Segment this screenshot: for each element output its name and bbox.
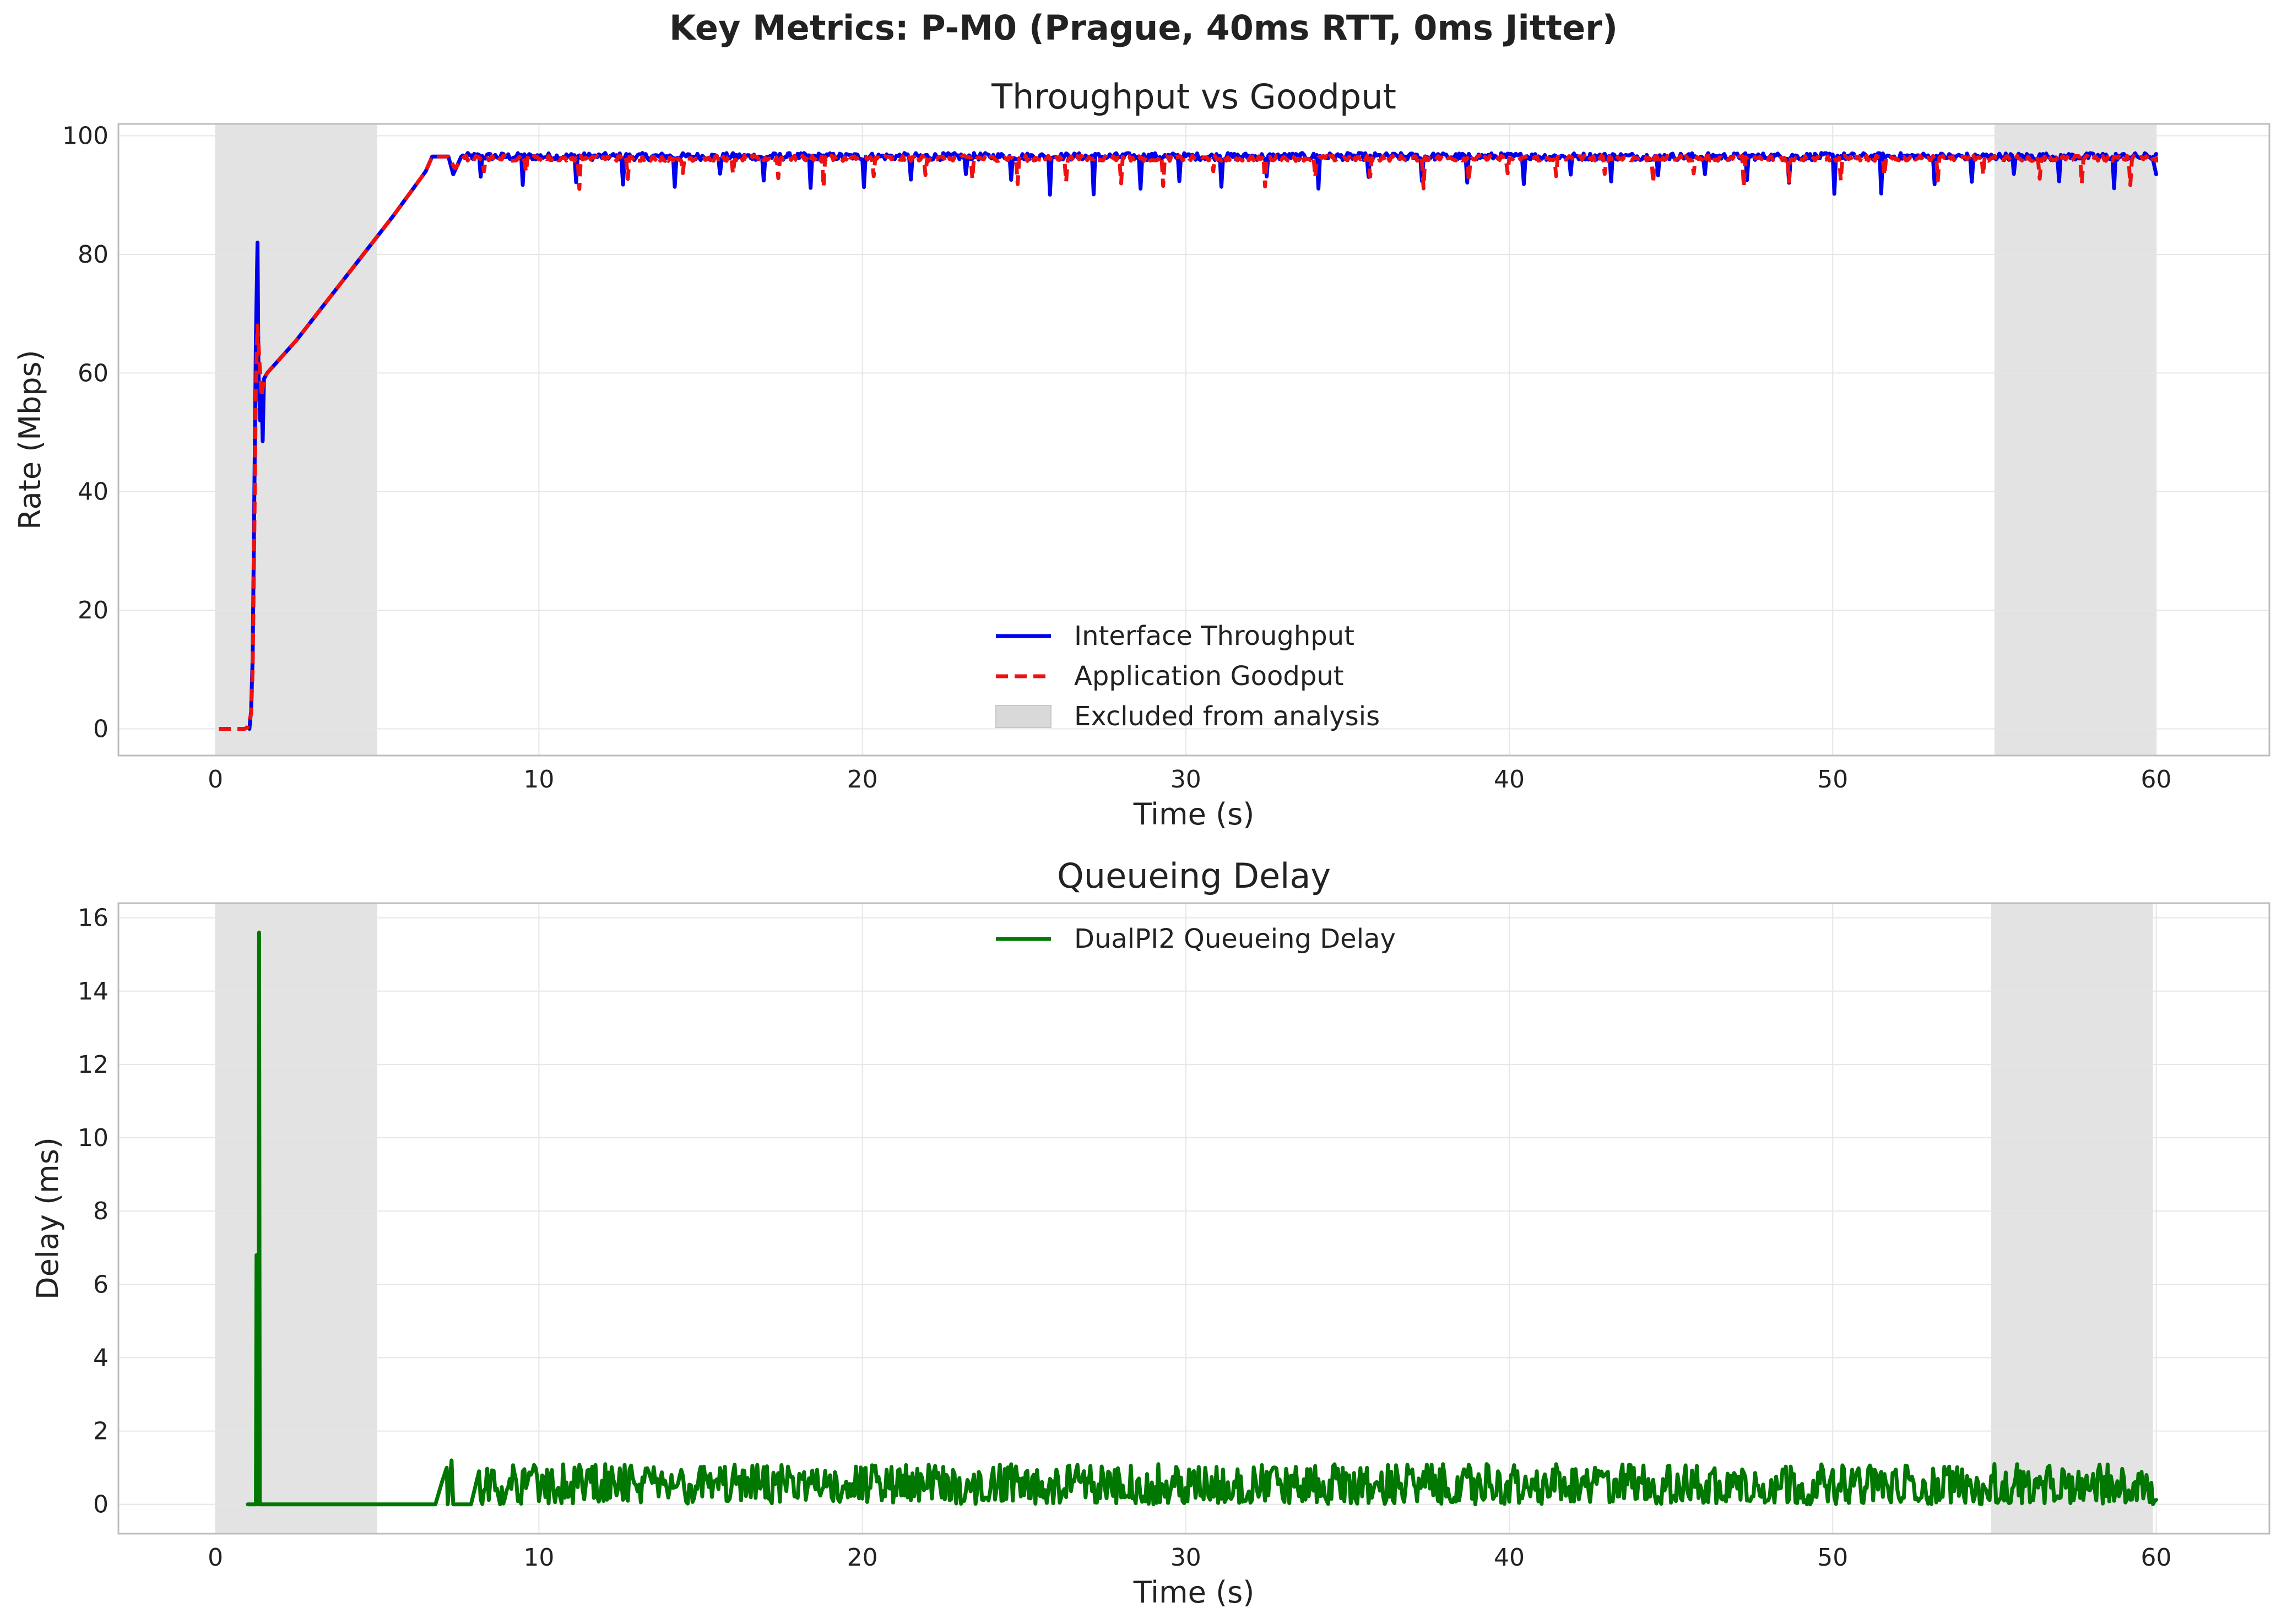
delay-y-tick-label: 12 (78, 1051, 109, 1079)
throughput-y-axis-label: Rate (Mbps) (13, 350, 47, 529)
throughput-goodput-panel: 0 10 20 30 40 50 60 0 20 40 60 80 100 Throughput vs G… (13, 77, 2270, 832)
throughput-x-tick-label: 40 (1494, 765, 1525, 794)
delay-y-tick-label: 14 (78, 977, 109, 1006)
delay-x-tick-label: 60 (2140, 1544, 2171, 1572)
throughput-excluded-region-0 (215, 124, 377, 756)
delay-y-axis-label: Delay (ms) (30, 1137, 65, 1300)
throughput-x-tick-label: 10 (523, 765, 554, 794)
throughput-y-tick-label: 80 (78, 241, 109, 269)
delay-legend: DualPI2 Queueing Delay (996, 924, 1396, 954)
throughput-x-tick-label: 50 (1817, 765, 1848, 794)
throughput-y-tick-label: 100 (62, 122, 109, 150)
throughput-y-tick-label: 60 (78, 359, 109, 387)
throughput-axes-title: Throughput vs Goodput (991, 77, 1396, 117)
queueing-delay-panel: 0 10 20 30 40 50 60 0 2 4 6 8 10 12 14 16 Queueing Delay… (30, 856, 2270, 1610)
delay-x-tick-label: 40 (1494, 1544, 1525, 1572)
series-line-application-goodput (219, 154, 2158, 731)
legend-label-2: Excluded from analysis (1074, 701, 1380, 732)
delay-x-tick-label: 0 (208, 1544, 223, 1572)
delay-y-tick-label: 8 (93, 1197, 109, 1225)
throughput-x-tick-label: 30 (1170, 765, 1201, 794)
delay-excluded-region-0 (215, 903, 377, 1534)
throughput-x-tick-label: 0 (208, 765, 223, 794)
delay-x-tick-label: 30 (1170, 1544, 1201, 1572)
delay-x-tick-label: 20 (847, 1544, 878, 1572)
series-line-dualpi2-queueing-delay (246, 930, 2158, 1507)
legend-label-0: DualPI2 Queueing Delay (1074, 924, 1396, 954)
throughput-excluded-region-1 (1994, 124, 2156, 756)
delay-excluded-region-1 (1991, 903, 2153, 1534)
throughput-x-tick-label: 60 (2140, 765, 2171, 794)
legend-swatch-excluded (995, 705, 1052, 728)
throughput-axes-frame (117, 123, 2270, 757)
throughput-y-tick-label: 20 (78, 596, 109, 624)
delay-x-tick-label: 10 (523, 1544, 554, 1572)
legend-label-1: Application Goodput (1074, 661, 1344, 692)
delay-y-tick-label: 4 (93, 1344, 109, 1372)
delay-y-tick-label: 0 (93, 1491, 109, 1519)
delay-x-axis-label: Time (s) (1133, 1575, 1255, 1610)
figure-title: Key Metrics: P-M0 (Prague, 40ms RTT, 0ms… (669, 8, 1618, 48)
delay-y-tick-label: 16 (78, 904, 109, 932)
delay-axes-frame (117, 902, 2270, 1535)
throughput-legend: Interface Throughput Application Goodput E… (995, 621, 1380, 732)
delay-axes-title: Queueing Delay (1057, 856, 1331, 896)
throughput-y-tick-label: 40 (78, 478, 109, 506)
delay-y-tick-label: 6 (93, 1270, 109, 1299)
throughput-x-axis-label: Time (s) (1133, 797, 1255, 832)
throughput-x-tick-label: 20 (847, 765, 878, 794)
delay-y-tick-label: 10 (78, 1124, 109, 1152)
delay-y-tick-label: 2 (93, 1417, 109, 1446)
delay-x-tick-label: 50 (1817, 1544, 1848, 1572)
throughput-y-tick-label: 0 (93, 715, 109, 743)
legend-label-0: Interface Throughput (1074, 621, 1354, 651)
